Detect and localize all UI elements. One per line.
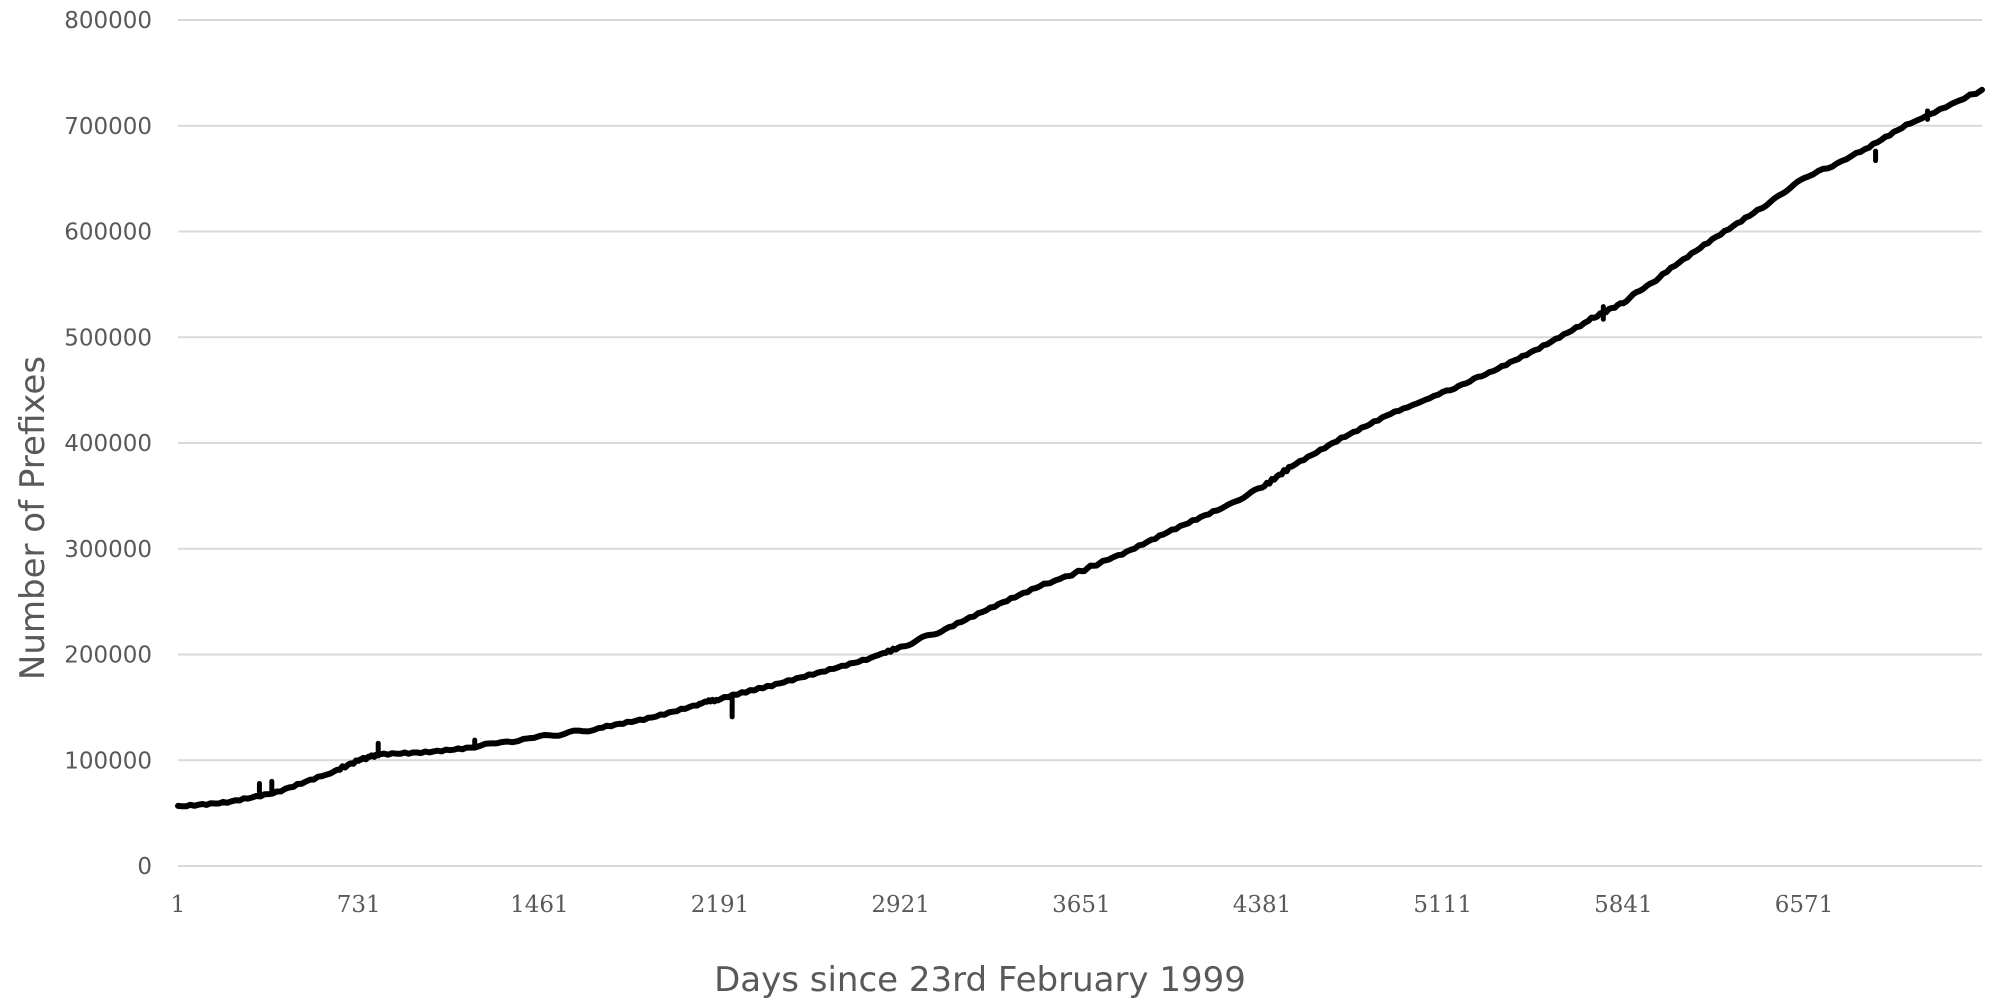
x-tick-label: 3651 xyxy=(1052,892,1111,918)
x-tick-label: 1 xyxy=(171,892,186,918)
x-axis-ticks: 1 731 1461 2191 2921 3651 4381 5111 5841 6571 xyxy=(171,892,1834,918)
y-tick-label: 400000 xyxy=(64,431,152,457)
y-tick-label: 500000 xyxy=(64,325,152,351)
y-tick-label: 600000 xyxy=(64,220,152,246)
x-tick-label: 6571 xyxy=(1775,892,1834,918)
y-tick-label: 700000 xyxy=(64,114,152,140)
x-axis-title: Days since 23rd February 1999 xyxy=(714,960,1246,1000)
y-tick-label: 100000 xyxy=(64,748,152,774)
x-tick-label: 1461 xyxy=(510,892,569,918)
y-tick-label: 300000 xyxy=(64,537,152,563)
y-tick-label: 200000 xyxy=(64,643,152,669)
y-tick-label: 800000 xyxy=(64,8,152,34)
y-tick-label: 0 xyxy=(137,854,152,880)
x-tick-label: 5111 xyxy=(1413,892,1472,918)
y-axis-ticks: 0 100000 200000 300000 400000 500000 600000 700… xyxy=(64,8,152,880)
series-line xyxy=(175,86,1985,810)
x-tick-label: 2191 xyxy=(691,892,750,918)
x-tick-label: 2921 xyxy=(871,892,930,918)
y-axis-title: Number of Prefixes xyxy=(13,356,53,680)
x-tick-label: 731 xyxy=(337,892,381,918)
x-tick-label: 4381 xyxy=(1233,892,1292,918)
x-tick-label: 5841 xyxy=(1594,892,1653,918)
gridlines xyxy=(178,19,1982,867)
plot-area xyxy=(175,86,1985,810)
